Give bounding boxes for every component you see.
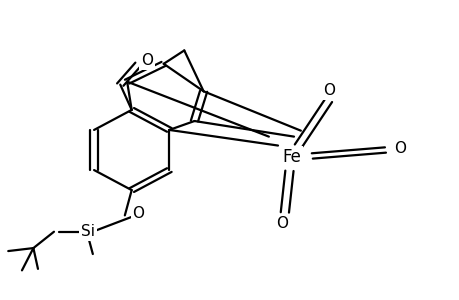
Text: O: O: [393, 141, 405, 156]
Text: Si: Si: [81, 224, 95, 239]
Text: O: O: [323, 83, 335, 98]
Text: O: O: [132, 206, 144, 221]
Text: O: O: [140, 53, 152, 68]
Text: O: O: [276, 216, 288, 231]
Text: Fe: Fe: [282, 148, 301, 166]
